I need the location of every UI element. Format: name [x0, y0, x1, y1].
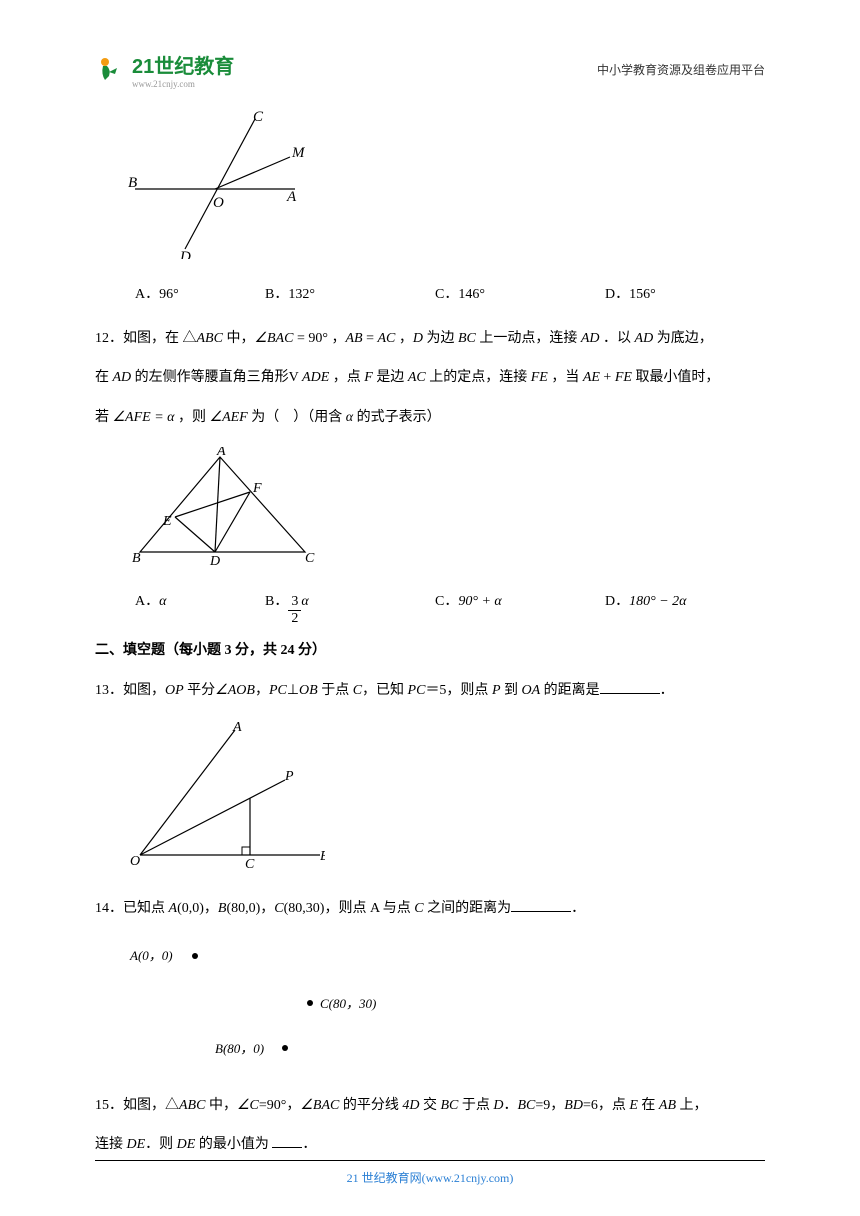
svg-text:D: D	[179, 249, 191, 259]
q11-figure: B D O A M C	[125, 109, 765, 273]
q12-option-a: A．α	[135, 585, 265, 626]
q13: 13．如图，OP 平分∠AOB，PC⊥OB 于点 C，已知 PC＝5，则点 P …	[95, 671, 765, 710]
q13-text: 13．如图，OP 平分∠AOB，PC⊥OB 于点 C，已知 PC＝5，则点 P …	[95, 671, 765, 710]
svg-text:C: C	[245, 857, 255, 870]
q15-num: 15．	[95, 1098, 123, 1113]
q13-figure: O A B C P	[125, 720, 765, 884]
svg-text:A: A	[216, 447, 226, 459]
q14-text: 14．已知点 A(0,0)，B(80,0)，C(80,30)，则点 A 与点 C…	[95, 889, 765, 928]
svg-text:C: C	[305, 551, 315, 566]
q14-num: 14．	[95, 901, 123, 916]
page-footer: 21 世纪教育网(www.21cnjy.com)	[0, 1160, 860, 1186]
svg-text:C(80，30): C(80，30)	[320, 996, 376, 1011]
svg-text:O: O	[213, 195, 224, 211]
svg-text:A: A	[232, 720, 242, 735]
footer-text: 21 世纪教育网(www.21cnjy.com)	[347, 1171, 514, 1185]
q12-option-b: B．32α	[265, 585, 435, 626]
svg-text:F: F	[252, 481, 262, 496]
svg-text:D: D	[209, 554, 220, 567]
q14: 14．已知点 A(0,0)，B(80,0)，C(80,30)，则点 A 与点 C…	[95, 889, 765, 928]
q13-blank	[600, 680, 660, 694]
q11-option-c: C．146°	[435, 278, 605, 312]
svg-text:A: A	[286, 189, 297, 205]
svg-text:B: B	[132, 551, 141, 566]
q12-text: 12．如图，在 △ABC 中，∠BAC = 90° ，AB = AC ，D 为边…	[95, 319, 765, 437]
q11-option-a: A．96°	[135, 278, 265, 312]
svg-text:A(0，0): A(0，0)	[129, 948, 173, 963]
section2-header: 二、填空题（每小题 3 分，共 24 分）	[95, 634, 765, 668]
svg-text:P: P	[284, 769, 294, 784]
q12-options: A．α B．32α C．90° + α D．180° − 2α	[135, 585, 765, 626]
q13-num: 13．	[95, 683, 123, 698]
q11-options: A．96° B．132° C．146° D．156°	[135, 278, 765, 312]
svg-text:E: E	[162, 514, 172, 529]
svg-text:O: O	[130, 854, 140, 869]
q11-option-d: D．156°	[605, 278, 735, 312]
q12-option-c: C．90° + α	[435, 585, 605, 626]
q15-blank	[272, 1134, 302, 1148]
q14-blank	[511, 898, 571, 912]
q12-option-d: D．180° − 2α	[605, 585, 735, 626]
header-platform-text: 中小学教育资源及组卷应用平台	[597, 61, 765, 78]
q12-num: 12．	[95, 331, 123, 346]
page-header: 21世纪教育 www.21cnjy.com 中小学教育资源及组卷应用平台	[95, 50, 765, 89]
footer-divider	[95, 1160, 765, 1161]
logo-text-block: 21世纪教育 www.21cnjy.com	[132, 50, 234, 89]
logo: 21世纪教育 www.21cnjy.com	[95, 50, 234, 89]
svg-text:B(80，0): B(80，0)	[215, 1041, 264, 1056]
logo-icon	[95, 54, 127, 86]
svg-text:B: B	[320, 849, 325, 864]
q12-figure: A B C D E F	[125, 447, 765, 581]
document-content: B D O A M C A．96° B．132° C．146° D．156° 1…	[95, 109, 765, 1165]
svg-text:M: M	[291, 145, 305, 161]
q11-option-b: B．132°	[265, 278, 435, 312]
svg-text:C: C	[253, 109, 264, 125]
q15-text: 15．如图，△ABC 中，∠C=90°，∠BAC 的平分线 4D 交 BC 于点…	[95, 1086, 765, 1164]
svg-text:B: B	[128, 175, 137, 191]
logo-title: 21世纪教育	[132, 56, 234, 78]
q12: 12．如图，在 △ABC 中，∠BAC = 90° ，AB = AC ，D 为边…	[95, 319, 765, 437]
q14-figure: A(0，0) C(80，30) B(80，0)	[115, 938, 765, 1082]
logo-subtitle: www.21cnjy.com	[132, 79, 234, 89]
q15: 15．如图，△ABC 中，∠C=90°，∠BAC 的平分线 4D 交 BC 于点…	[95, 1086, 765, 1164]
